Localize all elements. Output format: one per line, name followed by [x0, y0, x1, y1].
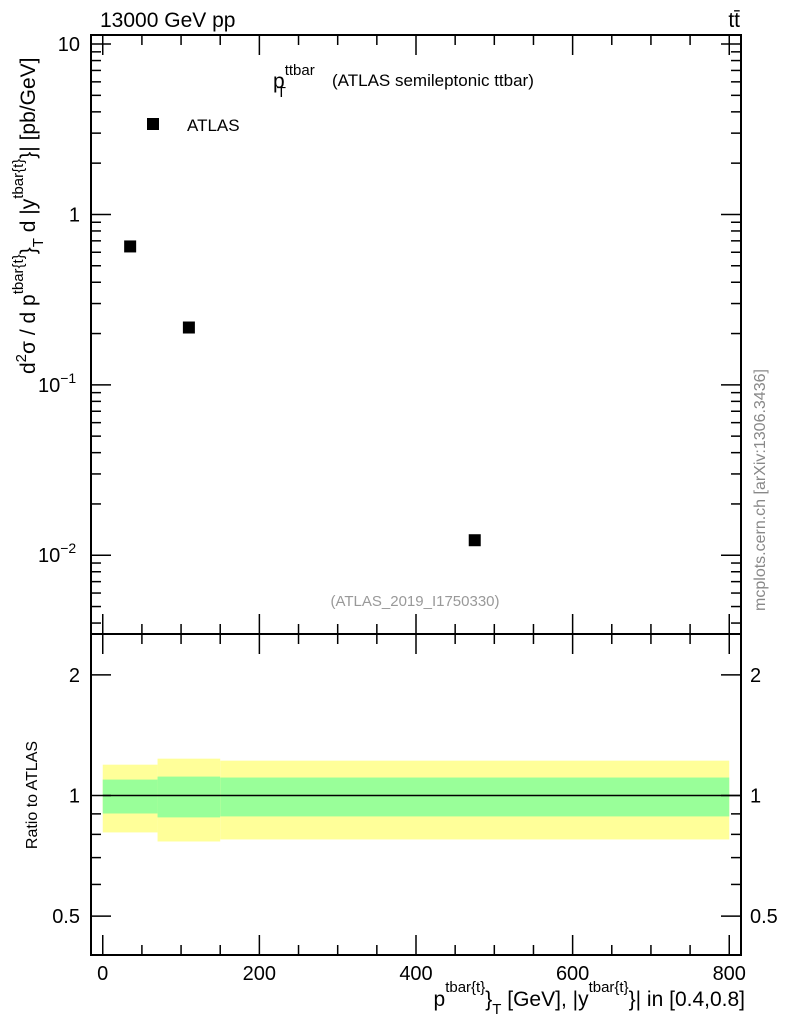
ratio-y-tick-label-right: 1 [750, 786, 761, 808]
ratio-band-inner [102, 779, 158, 814]
data-points [124, 240, 481, 547]
plot-title-rest: (ATLAS semileptonic ttbar) [332, 71, 534, 90]
process-label: tt̄ [728, 9, 740, 32]
x-tick-label: 400 [399, 963, 432, 985]
y-tick-label: 1 [69, 204, 80, 226]
y-tick-label: 10−1 [38, 370, 76, 397]
ratio-band-inner [157, 776, 221, 818]
x-tick-label: 800 [713, 963, 746, 985]
ratio-bands [102, 758, 730, 842]
y-tick-label: 10 [58, 34, 80, 56]
plot-title: pttbar T [273, 62, 315, 101]
x-tick-label: 600 [556, 963, 589, 985]
main-y-axis-label: d2σ / d ptbar{t}}T d |ytbar{t}}| [pb/GeV… [10, 58, 47, 374]
x-axis-label: ptbar{t}}T [GeV], |ytbar{t}}| in [0.4,0.… [434, 979, 746, 1018]
ratio-y-tick-label-right: 0.5 [750, 906, 778, 928]
ratio-y-axis-label: Ratio to ATLAS [24, 741, 41, 849]
legend-marker [147, 118, 159, 130]
ratio-y-tick-label-right: 2 [750, 665, 761, 687]
ratio-y-tick-label: 0.5 [52, 906, 80, 928]
y-tick-label: 10−2 [38, 540, 76, 567]
ratio-band-inner [220, 777, 730, 817]
x-tick-label: 200 [243, 963, 276, 985]
x-tick-label: 0 [97, 963, 108, 985]
ratio-y-tick-label: 2 [69, 665, 80, 687]
analysis-label: (ATLAS_2019_I1750330) [330, 593, 499, 610]
legend-label: ATLAS [187, 116, 240, 135]
side-label: mcplots.cern.ch [arXiv:1306.3436] [752, 369, 769, 611]
data-point [182, 321, 195, 334]
data-point [468, 534, 481, 547]
data-point [124, 240, 137, 253]
energy-label: 13000 GeV pp [100, 9, 235, 32]
axis-ticks: 10 1 10−1 10−2 2 2 1 1 0.5 0.5 0 200 400 600 800 [38, 34, 778, 985]
ratio-y-tick-label: 1 [69, 786, 80, 808]
